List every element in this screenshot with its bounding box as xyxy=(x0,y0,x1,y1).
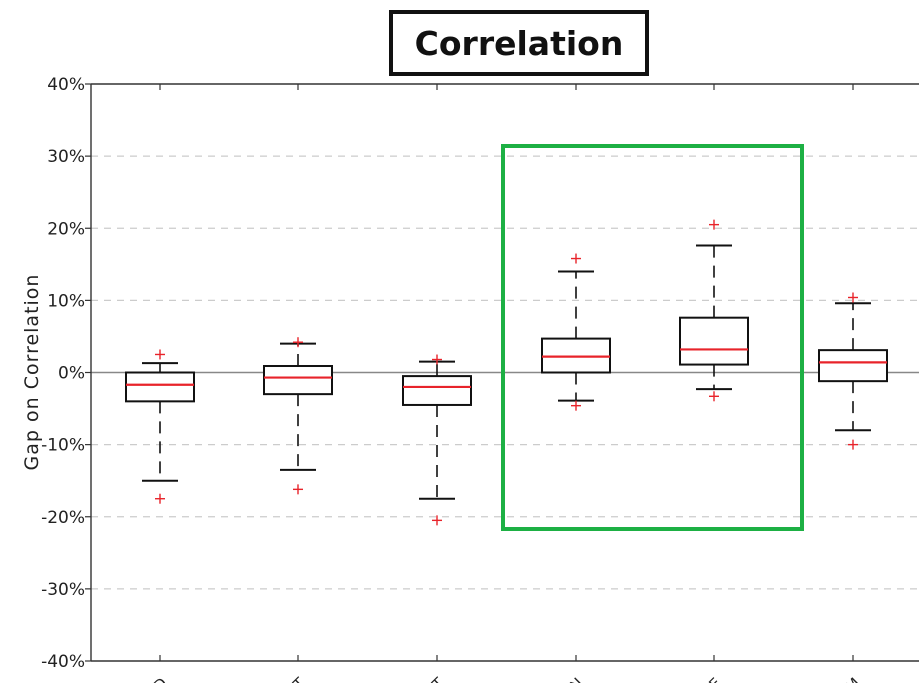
outlier-marker xyxy=(709,391,719,402)
y-axis-label: Gap on Correlation xyxy=(21,274,43,471)
box-iqr xyxy=(263,365,333,396)
box-iqr xyxy=(125,371,195,403)
box-plot-item xyxy=(402,354,472,526)
outlier-marker xyxy=(432,354,442,365)
outlier-marker xyxy=(432,515,442,526)
x-category-label: N xyxy=(566,674,587,683)
outlier-marker xyxy=(155,349,165,360)
chart-title-box: Correlation xyxy=(389,10,649,76)
box-iqr xyxy=(679,316,749,366)
box-iqr xyxy=(402,375,472,406)
outlier-marker xyxy=(293,337,303,348)
highlight-frame xyxy=(501,144,804,531)
outlier-marker xyxy=(571,253,581,264)
outlier-marker xyxy=(571,400,581,411)
y-tick-label: -20% xyxy=(41,508,85,528)
outlier-marker xyxy=(155,493,165,504)
box-plot-item xyxy=(263,337,333,495)
y-tick-label: -10% xyxy=(41,436,85,456)
outlier-marker xyxy=(293,484,303,495)
y-tick-label: 10% xyxy=(47,291,85,311)
x-category-label: T xyxy=(289,674,310,683)
box-plot-item xyxy=(679,219,749,402)
y-tick-label: -40% xyxy=(41,652,85,672)
x-category-label: D xyxy=(150,674,171,683)
y-tick-label: 30% xyxy=(47,147,85,167)
box-plot-item xyxy=(541,253,611,411)
box-plot-item xyxy=(818,292,888,450)
box-plot-item xyxy=(125,349,195,504)
chart-title: Correlation xyxy=(414,23,624,63)
outlier-marker xyxy=(848,439,858,450)
x-category-label: M xyxy=(842,674,864,683)
axes: -40% -30% -20% -10% 0% 10% 20% 30% 40% D T T N E M xyxy=(41,75,919,683)
box-iqr xyxy=(818,349,888,383)
boxes xyxy=(125,219,888,526)
y-tick-label: -30% xyxy=(41,580,85,600)
outlier-marker xyxy=(709,219,719,230)
x-category-label: E xyxy=(705,674,724,683)
y-tick-label: 20% xyxy=(47,219,85,239)
x-category-label: T xyxy=(428,674,449,683)
y-tick-label: 0% xyxy=(58,364,85,384)
highlight-rectangle xyxy=(501,144,804,531)
y-tick-label: 40% xyxy=(47,75,85,95)
outlier-marker xyxy=(848,292,858,303)
